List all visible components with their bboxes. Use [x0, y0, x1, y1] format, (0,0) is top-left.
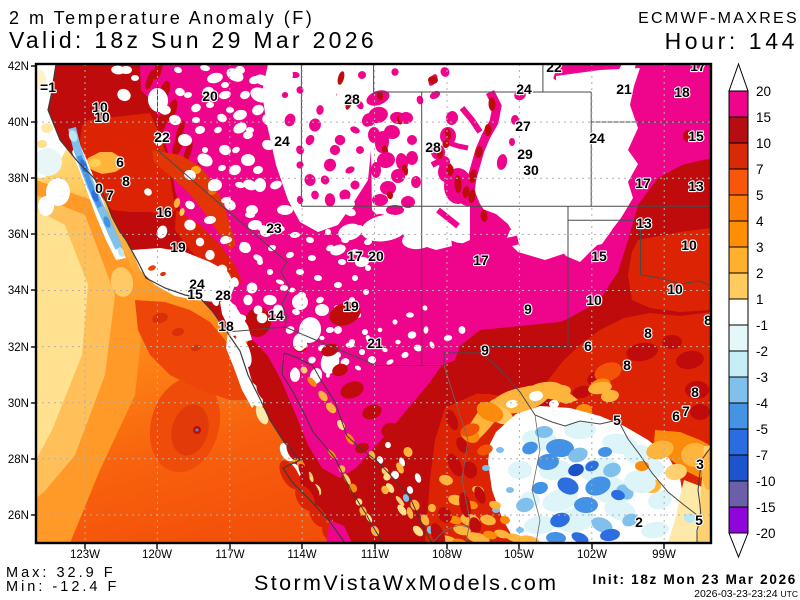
svg-text:36N: 36N	[8, 229, 29, 241]
svg-text:105W: 105W	[504, 549, 534, 561]
svg-text:114W: 114W	[287, 549, 316, 561]
svg-text:10: 10	[667, 281, 683, 297]
svg-text:19: 19	[170, 239, 186, 255]
svg-text:6: 6	[672, 408, 680, 424]
svg-text:10: 10	[92, 99, 108, 115]
svg-text:3: 3	[696, 456, 704, 472]
svg-text:32N: 32N	[8, 342, 29, 354]
svg-text:102W: 102W	[577, 549, 607, 561]
svg-text:8: 8	[691, 384, 699, 400]
svg-text:-3: -3	[756, 370, 768, 385]
svg-text:19: 19	[343, 298, 359, 314]
svg-text:38N: 38N	[8, 173, 29, 185]
svg-text:5: 5	[695, 512, 703, 528]
svg-text:28: 28	[215, 287, 231, 303]
svg-text:-2: -2	[756, 344, 768, 359]
svg-text:29: 29	[517, 146, 533, 162]
svg-text:9: 9	[481, 342, 489, 358]
svg-text:-15: -15	[756, 500, 776, 515]
svg-text:15: 15	[756, 110, 771, 125]
svg-text:-7: -7	[756, 448, 768, 463]
svg-text:108W: 108W	[432, 549, 462, 561]
svg-text:5: 5	[756, 188, 764, 203]
svg-text:18: 18	[674, 84, 690, 100]
svg-text:3: 3	[756, 240, 764, 255]
svg-text:1: 1	[756, 292, 764, 307]
svg-text:15: 15	[591, 248, 607, 264]
svg-text:30: 30	[523, 162, 539, 178]
svg-text:13: 13	[636, 215, 652, 231]
svg-text:20: 20	[756, 84, 771, 99]
svg-text:16: 16	[156, 204, 172, 220]
svg-text:123W: 123W	[70, 549, 100, 561]
svg-text:42N: 42N	[8, 61, 29, 73]
svg-text:10: 10	[756, 136, 771, 151]
svg-text:30N: 30N	[8, 398, 29, 410]
svg-text:0: 0	[95, 180, 103, 196]
svg-text:17: 17	[690, 58, 706, 74]
svg-text:15: 15	[187, 286, 203, 302]
svg-text:34N: 34N	[8, 285, 29, 297]
svg-text:28N: 28N	[8, 454, 29, 466]
svg-text:111W: 111W	[361, 549, 389, 561]
svg-text:-10: -10	[756, 474, 776, 489]
svg-text:15: 15	[688, 128, 704, 144]
svg-text:5: 5	[613, 412, 621, 428]
svg-text:21: 21	[367, 335, 383, 351]
svg-text:4: 4	[756, 214, 764, 229]
svg-text:-1: -1	[756, 318, 768, 333]
svg-text:8: 8	[644, 325, 652, 341]
svg-text:22: 22	[546, 59, 562, 75]
svg-text:9: 9	[524, 301, 532, 317]
svg-text:-5: -5	[756, 422, 768, 437]
svg-text:6: 6	[116, 154, 124, 170]
svg-text:17: 17	[347, 248, 363, 264]
svg-text:13: 13	[688, 178, 704, 194]
svg-text:7: 7	[106, 187, 114, 203]
svg-text:8: 8	[704, 312, 712, 328]
svg-text:18: 18	[218, 318, 234, 334]
svg-text:17: 17	[635, 175, 651, 191]
svg-text:6: 6	[584, 338, 592, 354]
svg-text:17: 17	[473, 252, 489, 268]
svg-text:27: 27	[515, 118, 531, 134]
svg-text:7: 7	[682, 403, 690, 419]
svg-text:8: 8	[122, 173, 130, 189]
svg-text:120W: 120W	[142, 549, 172, 561]
svg-text:28: 28	[344, 91, 360, 107]
svg-text:117W: 117W	[215, 549, 244, 561]
svg-text:99W: 99W	[652, 549, 676, 561]
svg-text:24: 24	[274, 133, 290, 149]
svg-text:22: 22	[154, 129, 170, 145]
svg-text:24: 24	[516, 81, 532, 97]
svg-text:26N: 26N	[8, 510, 29, 522]
svg-text:2: 2	[635, 514, 643, 530]
svg-text:2: 2	[756, 266, 764, 281]
svg-text:24: 24	[189, 276, 205, 292]
svg-text:20: 20	[202, 88, 218, 104]
svg-text:-4: -4	[756, 396, 768, 411]
svg-text:10: 10	[94, 109, 110, 125]
svg-text:-20: -20	[756, 526, 776, 541]
svg-text:24: 24	[589, 130, 605, 146]
svg-text:21: 21	[616, 81, 632, 97]
svg-text:23: 23	[266, 220, 282, 236]
svg-text:8: 8	[623, 357, 631, 373]
svg-text:=1: =1	[40, 79, 56, 95]
svg-text:40N: 40N	[8, 117, 29, 129]
svg-text:10: 10	[681, 237, 697, 253]
svg-text:10: 10	[586, 292, 602, 308]
svg-text:20: 20	[368, 248, 384, 264]
svg-text:7: 7	[756, 162, 764, 177]
svg-text:14: 14	[268, 307, 284, 323]
svg-text:28: 28	[425, 139, 441, 155]
